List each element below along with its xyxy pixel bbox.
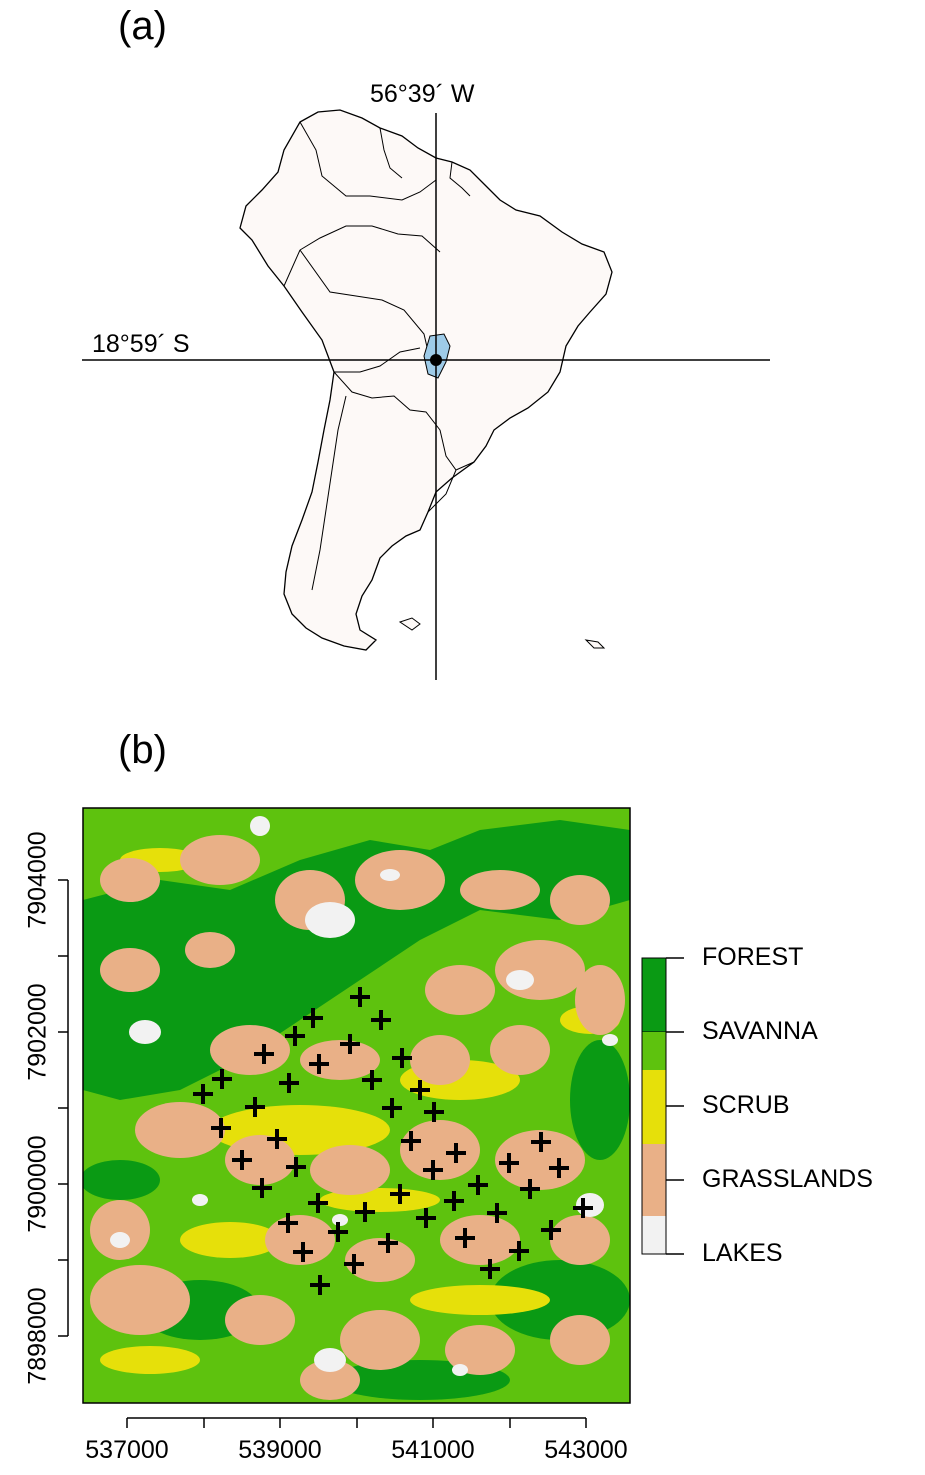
y-tick-label: 7902000 <box>23 983 52 1081</box>
sample-cross <box>355 1202 375 1222</box>
y-tick-label: 7900000 <box>23 1135 52 1233</box>
sample-cross <box>309 1054 329 1074</box>
sample-cross <box>308 1193 328 1213</box>
land-cover-map <box>83 808 630 1403</box>
sample-cross <box>410 1080 430 1100</box>
sample-cross <box>382 1098 402 1118</box>
x-tick-label: 537000 <box>85 1436 169 1464</box>
x-tick-label: 541000 <box>391 1436 475 1464</box>
sample-cross <box>254 1044 274 1064</box>
sample-cross <box>549 1158 569 1178</box>
sample-crosses <box>193 987 593 1295</box>
legend-colorbar <box>641 957 684 1255</box>
sample-cross <box>286 1157 306 1177</box>
longitude-label: 56°39´ W <box>370 80 475 108</box>
sample-cross <box>401 1131 421 1151</box>
sample-cross <box>390 1184 410 1204</box>
lake-patches <box>110 816 618 1376</box>
country-borders <box>283 121 475 591</box>
legend-label-scrub: SCRUB <box>702 1091 790 1119</box>
sample-cross <box>424 1102 444 1122</box>
falkland-islands <box>398 617 421 631</box>
sample-cross <box>278 1213 298 1233</box>
sample-cross <box>423 1160 443 1180</box>
sample-cross <box>541 1220 561 1240</box>
sample-cross <box>328 1222 348 1242</box>
sample-cross <box>392 1048 412 1068</box>
grassland-patches <box>90 835 625 1400</box>
y-tick-label: 7904000 <box>23 831 52 929</box>
south-georgia <box>584 639 606 649</box>
sample-cross <box>444 1191 464 1211</box>
sample-cross <box>245 1097 265 1117</box>
y-tick-label: 7898000 <box>23 1287 52 1385</box>
sample-cross <box>455 1228 475 1248</box>
sample-cross <box>480 1259 500 1279</box>
sample-cross <box>293 1242 313 1262</box>
sample-cross <box>487 1203 507 1223</box>
south-america-outline <box>239 109 613 651</box>
sample-cross <box>285 1026 305 1046</box>
panel-b-label: (b) <box>118 728 167 772</box>
sample-cross <box>378 1233 398 1253</box>
sample-cross <box>531 1132 551 1152</box>
sample-cross <box>310 1275 330 1295</box>
sample-cross <box>344 1254 364 1274</box>
panel-a-label: (a) <box>118 4 167 48</box>
sample-cross <box>520 1179 540 1199</box>
sample-cross <box>340 1034 360 1054</box>
sample-cross <box>446 1143 466 1163</box>
sample-cross <box>350 987 370 1007</box>
sample-cross <box>371 1010 391 1030</box>
south-america-map <box>239 109 613 651</box>
sample-cross <box>509 1241 529 1261</box>
x-axis <box>126 1417 587 1428</box>
y-axis <box>58 879 69 1337</box>
sample-cross <box>232 1150 252 1170</box>
sample-cross <box>267 1129 287 1149</box>
sample-cross <box>211 1118 231 1138</box>
sample-cross <box>279 1073 299 1093</box>
legend-label-forest: FOREST <box>702 943 804 971</box>
legend-label-lakes: LAKES <box>702 1239 783 1267</box>
x-tick-label: 543000 <box>544 1436 628 1464</box>
latitude-label: 18°59´ S <box>92 330 190 358</box>
map-frame <box>82 807 631 1404</box>
sample-cross <box>252 1178 272 1198</box>
sample-cross <box>303 1008 323 1028</box>
sample-cross <box>362 1070 382 1090</box>
x-tick-label: 539000 <box>238 1436 322 1464</box>
legend-label-savanna: SAVANNA <box>702 1017 818 1045</box>
sample-cross <box>212 1069 232 1089</box>
sample-cross <box>573 1198 593 1218</box>
sample-cross <box>468 1175 488 1195</box>
legend-label-grasslands: GRASSLANDS <box>702 1165 873 1193</box>
sample-cross <box>193 1084 213 1104</box>
sample-cross <box>499 1153 519 1173</box>
sample-cross <box>416 1208 436 1228</box>
